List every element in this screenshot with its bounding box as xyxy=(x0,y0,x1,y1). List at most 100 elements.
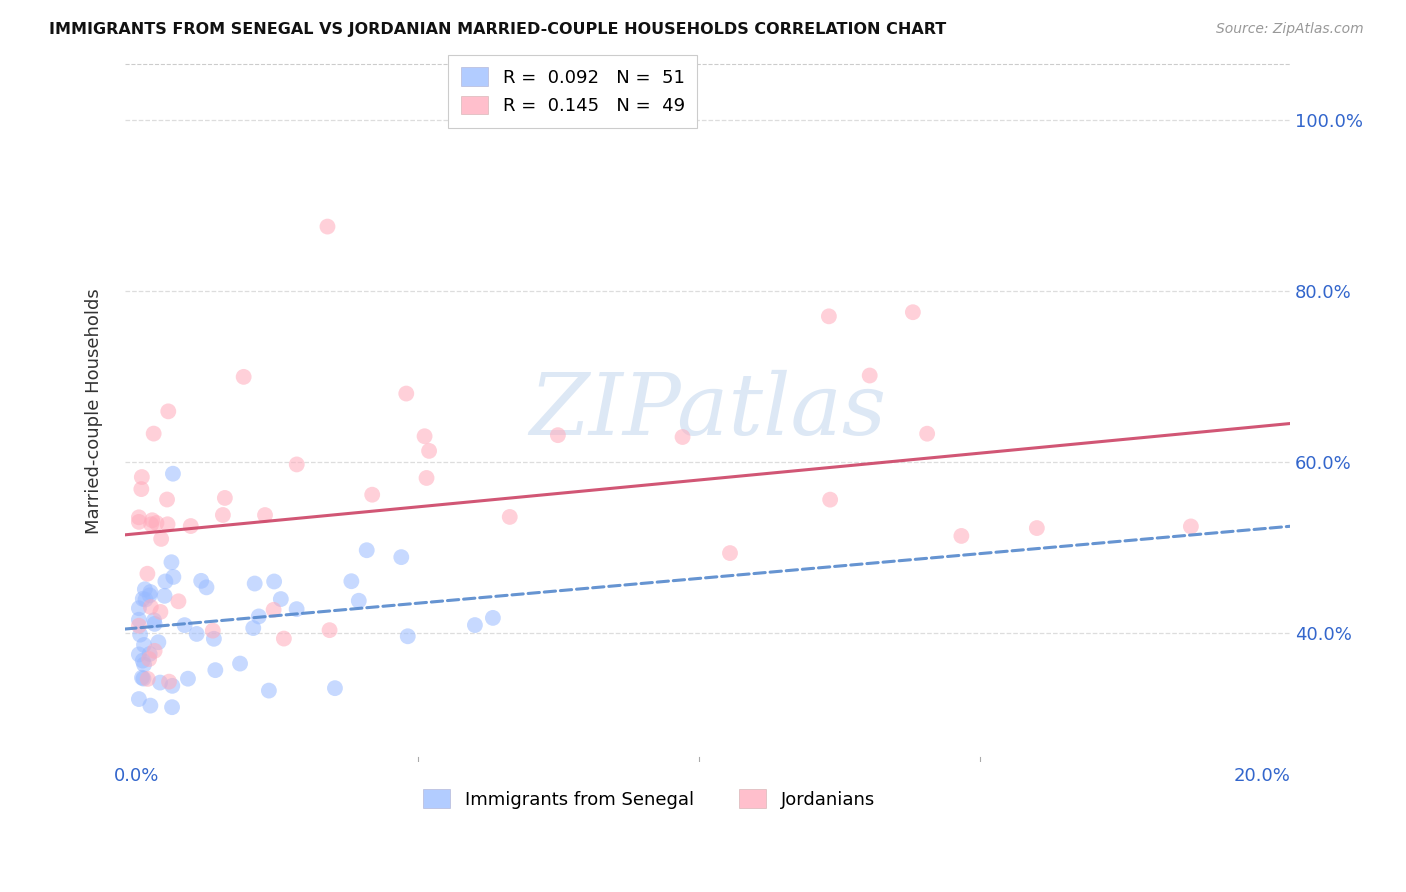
Point xyxy=(253,508,276,522)
Point xyxy=(173,618,195,632)
Point xyxy=(139,599,162,614)
Point xyxy=(160,555,183,569)
Point xyxy=(263,603,285,617)
Point xyxy=(177,672,200,686)
Point xyxy=(132,672,155,686)
Point xyxy=(901,305,924,319)
Point xyxy=(243,576,266,591)
Point xyxy=(242,621,264,635)
Point xyxy=(718,546,741,560)
Point xyxy=(139,698,162,713)
Point xyxy=(1025,521,1047,535)
Point xyxy=(157,674,180,689)
Point xyxy=(128,692,150,706)
Point xyxy=(155,574,177,589)
Point xyxy=(157,404,180,418)
Point xyxy=(162,570,184,584)
Point xyxy=(247,609,270,624)
Point xyxy=(190,574,212,588)
Point xyxy=(318,623,340,637)
Point xyxy=(131,470,153,484)
Point xyxy=(818,310,841,324)
Point xyxy=(285,602,308,616)
Point xyxy=(464,618,486,632)
Point xyxy=(818,492,841,507)
Point xyxy=(202,632,225,646)
Text: IMMIGRANTS FROM SENEGAL VS JORDANIAN MARRIED-COUPLE HOUSEHOLDS CORRELATION CHART: IMMIGRANTS FROM SENEGAL VS JORDANIAN MAR… xyxy=(49,22,946,37)
Point xyxy=(141,517,163,532)
Point xyxy=(143,644,166,658)
Point xyxy=(273,632,295,646)
Point xyxy=(128,515,150,529)
Point xyxy=(1180,519,1202,533)
Point xyxy=(323,681,346,695)
Point xyxy=(361,488,384,502)
Point xyxy=(156,517,179,532)
Point xyxy=(129,627,152,641)
Point xyxy=(950,529,973,543)
Point xyxy=(156,492,179,507)
Point xyxy=(162,467,184,481)
Point xyxy=(150,532,173,546)
Point xyxy=(128,613,150,627)
Point xyxy=(204,663,226,677)
Y-axis label: Married-couple Households: Married-couple Households xyxy=(86,288,103,533)
Point xyxy=(149,605,172,619)
Legend: Immigrants from Senegal, Jordanians: Immigrants from Senegal, Jordanians xyxy=(416,782,882,816)
Point xyxy=(214,491,236,505)
Point xyxy=(128,618,150,632)
Point xyxy=(134,592,156,607)
Point xyxy=(257,683,280,698)
Point xyxy=(143,613,166,627)
Point xyxy=(131,482,153,496)
Point xyxy=(145,516,167,530)
Point xyxy=(212,508,235,522)
Point xyxy=(347,593,370,607)
Point xyxy=(356,543,378,558)
Point xyxy=(149,675,172,690)
Point xyxy=(138,647,160,661)
Point xyxy=(201,624,224,638)
Point xyxy=(132,638,155,652)
Point xyxy=(395,386,418,401)
Point xyxy=(195,580,218,594)
Point xyxy=(142,426,165,441)
Point xyxy=(316,219,339,234)
Point xyxy=(671,430,693,444)
Point xyxy=(915,426,938,441)
Point xyxy=(340,574,363,589)
Point xyxy=(136,566,159,581)
Point xyxy=(180,519,202,533)
Point xyxy=(128,510,150,524)
Point xyxy=(389,550,412,565)
Point xyxy=(139,585,162,599)
Point xyxy=(132,654,155,668)
Point xyxy=(547,428,569,442)
Point xyxy=(162,679,184,693)
Point xyxy=(148,635,170,649)
Point xyxy=(128,601,150,615)
Text: ZIPatlas: ZIPatlas xyxy=(529,369,886,452)
Point xyxy=(141,513,163,527)
Point xyxy=(396,629,419,643)
Point xyxy=(186,627,208,641)
Point xyxy=(229,657,252,671)
Point xyxy=(160,700,183,714)
Point xyxy=(415,471,437,485)
Point xyxy=(418,443,440,458)
Point xyxy=(143,616,166,631)
Point xyxy=(138,588,160,602)
Point xyxy=(132,657,155,672)
Point xyxy=(136,672,159,686)
Point xyxy=(482,611,505,625)
Point xyxy=(499,510,522,524)
Point xyxy=(270,592,292,607)
Point xyxy=(413,429,436,443)
Point xyxy=(153,589,176,603)
Point xyxy=(131,671,153,685)
Point xyxy=(128,648,150,662)
Point xyxy=(263,574,285,589)
Point xyxy=(132,591,155,606)
Point xyxy=(859,368,882,383)
Text: Source: ZipAtlas.com: Source: ZipAtlas.com xyxy=(1216,22,1364,37)
